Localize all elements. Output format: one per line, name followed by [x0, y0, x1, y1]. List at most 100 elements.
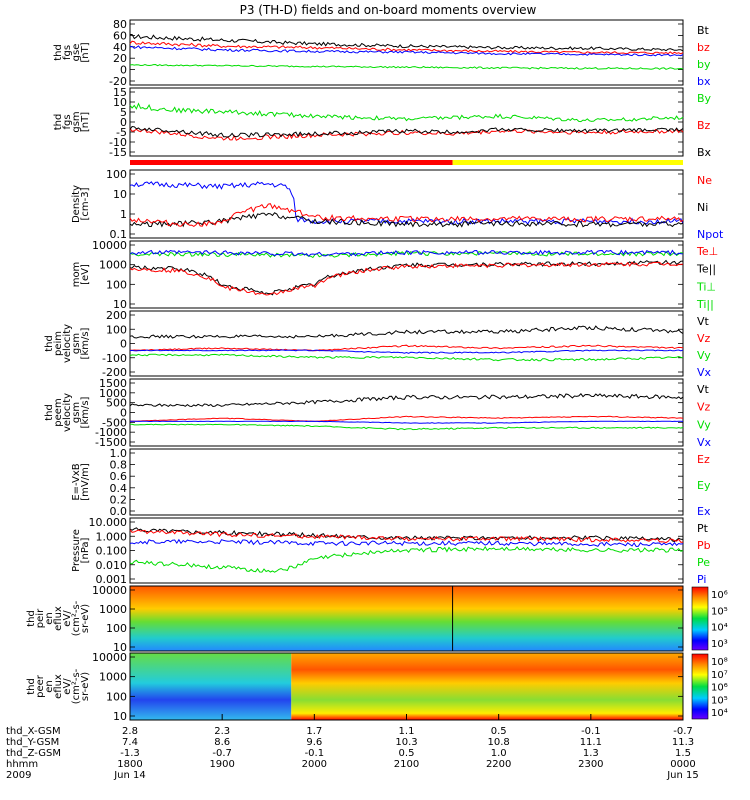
y-axis-label-line: [km/s] — [80, 396, 91, 428]
legend-entry: Ne — [697, 174, 712, 187]
series-line-Pi — [129, 538, 684, 548]
y-tick-label: 10000 — [92, 651, 127, 664]
y-tick-label: 100 — [106, 690, 127, 703]
legend-entry: Npot — [697, 228, 724, 241]
legend-entry: Ey — [697, 479, 711, 492]
legend-entry: Vx — [697, 366, 712, 379]
y-tick-label: 1000 — [99, 387, 127, 400]
legend-entry: Te⊥ — [696, 245, 718, 258]
y-axis-label-line: sr-eV) — [80, 672, 91, 701]
y-axis-label-line: eV/ — [62, 610, 73, 627]
legend-entry: Vt — [697, 383, 710, 396]
y-axis-label-line: en — [44, 680, 55, 693]
y-tick-label: -200 — [102, 366, 127, 379]
y-axis-label-line: (cm²-s- — [71, 668, 82, 704]
y-axis-label-line: peem — [53, 398, 64, 426]
y-axis-label-line: fgs — [62, 114, 73, 129]
series-line-Te⊥ — [129, 261, 684, 296]
panel-mom: 10000 1000 100 10 mom[eV] Te⊥ Te|| Ti⊥ Ti|| — [71, 239, 718, 311]
y-tick-label: 0 — [120, 116, 127, 129]
legend-entry: Pt — [697, 522, 709, 535]
colorbar-tick-label: 10⁴ — [711, 708, 728, 719]
panel-density: 100 10 1 0.1 Density[cm-3] Ne Ni Npot — [71, 168, 724, 241]
y-tick-label: 10 — [113, 298, 127, 311]
y-tick-label: 0.8 — [110, 459, 128, 472]
x-tick-label: 2300 — [578, 759, 603, 770]
y-axis-label: thdpeerenefluxeV/(cm²-s-sr-eV) — [26, 668, 91, 704]
legend-entry: Vx — [697, 436, 712, 449]
y-axis-label-line: en — [44, 612, 55, 625]
y-axis-label-line: thd — [26, 678, 37, 695]
y-tick-label: -500 — [102, 416, 127, 429]
y-tick-label: 100 — [106, 278, 127, 291]
x-tick-label: 2000 — [302, 759, 327, 770]
colorbar-tick-label: 10⁵ — [711, 606, 728, 617]
series-line-Vz — [129, 415, 684, 422]
y-tick-label: 0 — [120, 338, 127, 351]
x-row-label: thd_Y-GSM — [6, 737, 59, 748]
series-line-Te|| — [129, 259, 684, 296]
colorbar-tick-label: 10⁶ — [711, 683, 728, 694]
spectrogram-fill-early — [130, 653, 292, 720]
x-tick-label: -0.1 — [305, 748, 325, 759]
y-axis-label-line: peim — [53, 331, 64, 356]
x-row-label: thd_Z-GSM — [6, 748, 61, 759]
y-tick-label: -1000 — [95, 426, 127, 439]
y-axis-label-line: gse — [71, 44, 82, 62]
legend-entry: Ez — [697, 453, 710, 466]
x-tick-label: 2.8 — [122, 726, 138, 737]
legend-entry: bz — [697, 41, 710, 54]
colorbar-tick-label: 10⁴ — [711, 623, 728, 634]
y-tick-label: 0 — [120, 407, 127, 420]
y-axis-label-line: eflux — [53, 606, 64, 631]
y-axis-label-line: gsm — [71, 402, 82, 423]
y-tick-label: 0.0 — [110, 505, 128, 518]
y-tick-label: 0.010 — [96, 559, 128, 572]
y-tick-label: 10000 — [92, 239, 127, 252]
x-row-label: 2009 — [6, 770, 31, 781]
y-axis-label-line: Pressure — [71, 529, 82, 572]
y-axis-label-line: gsm — [71, 111, 82, 132]
x-tick-label: 10.3 — [395, 737, 417, 748]
y-axis-label-line: E=-VxB — [71, 463, 82, 500]
y-tick-label: 1 — [120, 208, 127, 221]
x-tick-label: 0.5 — [491, 726, 507, 737]
y-axis-label-line: fgs — [62, 45, 73, 60]
series-line-Pt — [129, 527, 684, 543]
panel-frame — [129, 378, 684, 447]
legend-entry: Te|| — [696, 263, 716, 276]
series-line-Vx — [129, 420, 684, 424]
x-tick-label: 2100 — [394, 759, 419, 770]
y-axis-label-line: thd — [44, 404, 55, 421]
y-axis-label-line: [eV] — [80, 264, 91, 285]
y-axis-label-line: eV/ — [62, 678, 73, 695]
legend-entry: Ti|| — [696, 298, 714, 311]
y-tick-label: -5 — [116, 126, 127, 139]
legend-entry: Vt — [697, 315, 710, 328]
panel-efield: 1.00.80.60.40.20.0 E=-VxB[mV/m] Ez Ey Ex — [71, 447, 711, 518]
x-tick-label: 1.7 — [306, 726, 322, 737]
panel-pressure: 10.0001.0000.1000.0100.001Pressure[nPa]P… — [71, 516, 711, 586]
y-tick-label: -20 — [109, 75, 127, 88]
series-line-Ti⊥ — [129, 249, 684, 257]
series-line-Pe — [129, 545, 684, 573]
panel-frame — [129, 169, 684, 239]
y-axis-label-line: thd — [53, 114, 64, 131]
series-line-Bx — [129, 125, 684, 138]
y-tick-label: 100 — [106, 323, 127, 336]
y-axis-label-line: gsm — [71, 333, 82, 354]
x-tick-label: 2200 — [486, 759, 511, 770]
y-axis-label-line: eflux — [53, 674, 64, 699]
spectrogram-fill — [130, 586, 683, 651]
x-tick-label: 1.5 — [675, 748, 691, 759]
x-tick-label: 0000 — [670, 759, 695, 770]
x-tick-label: 1800 — [117, 759, 142, 770]
y-tick-label: -10 — [109, 136, 127, 149]
y-tick-label: 5 — [120, 106, 127, 119]
y-axis-label-line: sr-eV) — [80, 604, 91, 633]
x-tick-label: 1900 — [209, 759, 234, 770]
y-tick-label: 0 — [120, 64, 127, 77]
x-row-label: hhmm — [6, 759, 38, 770]
